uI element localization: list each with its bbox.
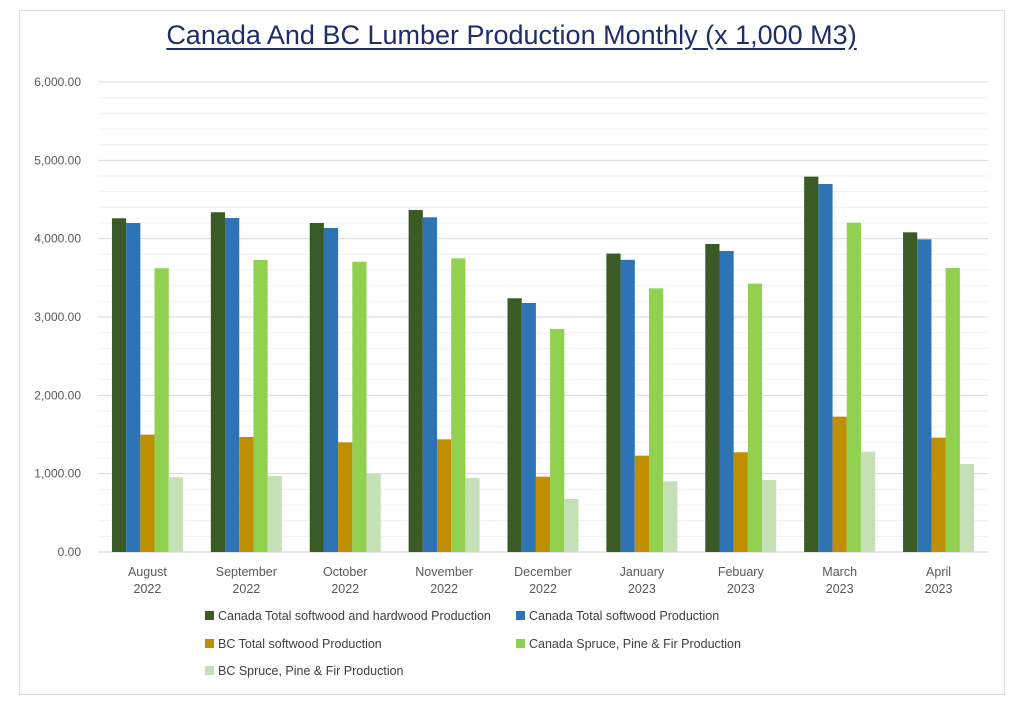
bar-1-january xyxy=(606,253,621,553)
bar-3-january xyxy=(634,455,649,552)
bar-5-november xyxy=(465,477,480,552)
chart-title: Canada And BC Lumber Production Monthly … xyxy=(166,20,857,50)
x-tick-label: 2023 xyxy=(628,582,656,596)
bar-5-febuary xyxy=(762,480,777,552)
bar-2-april xyxy=(917,239,932,552)
bar-2-febuary xyxy=(719,250,734,552)
y-tick-label: 6,000.00 xyxy=(34,75,81,89)
legend-label: Canada Total softwood Production xyxy=(529,609,719,623)
x-tick-label: August xyxy=(128,565,167,579)
x-tick-label: October xyxy=(323,565,367,579)
legend-swatch xyxy=(516,611,525,620)
bar-4-december xyxy=(550,328,565,552)
y-tick-label: 0.00 xyxy=(58,545,82,559)
bar-2-january xyxy=(620,259,635,552)
bar-4-october xyxy=(352,261,367,552)
x-tick-label: September xyxy=(216,565,277,579)
bar-5-january xyxy=(663,481,678,552)
y-tick-label: 1,000.00 xyxy=(34,467,81,481)
bar-3-october xyxy=(338,442,353,552)
x-tick-label: 2022 xyxy=(232,582,260,596)
bar-3-march xyxy=(832,416,847,552)
bar-3-febuary xyxy=(733,452,748,552)
legend-swatch xyxy=(205,611,214,620)
bar-3-november xyxy=(437,439,452,552)
bar-4-april xyxy=(945,267,960,552)
bar-4-november xyxy=(451,258,466,552)
bar-5-march xyxy=(860,451,876,552)
bar-4-febuary xyxy=(747,283,763,552)
x-tick-label: Febuary xyxy=(718,565,765,579)
bar-4-august xyxy=(154,268,169,552)
bar-2-august xyxy=(126,223,141,552)
y-tick-label: 5,000.00 xyxy=(34,153,81,167)
x-tick-label: November xyxy=(415,565,473,579)
bar-4-march xyxy=(846,222,861,553)
x-tick-label: January xyxy=(620,565,665,579)
y-tick-label: 4,000.00 xyxy=(34,232,81,246)
x-tick-label: 2022 xyxy=(134,582,162,596)
bar-1-september xyxy=(210,212,226,553)
bar-1-april xyxy=(903,232,918,553)
bar-5-august xyxy=(168,477,183,552)
bar-5-october xyxy=(366,473,381,552)
bar-3-august xyxy=(140,434,155,552)
bar-1-november xyxy=(408,209,423,552)
x-tick-label: March xyxy=(822,565,857,579)
bar-2-september xyxy=(225,217,240,552)
legend-label: BC Spruce, Pine & Fir Production xyxy=(218,664,404,678)
y-tick-label: 3,000.00 xyxy=(34,310,81,324)
bar-1-december xyxy=(507,298,522,552)
legend-swatch xyxy=(205,666,214,675)
bar-2-march xyxy=(818,183,833,553)
x-tick-label: 2023 xyxy=(727,582,755,596)
bar-2-december xyxy=(521,302,536,552)
bar-1-october xyxy=(309,223,324,552)
bar-3-december xyxy=(535,476,551,552)
x-tick-label: 2022 xyxy=(529,582,557,596)
bar-2-november xyxy=(422,217,438,552)
bar-1-febuary xyxy=(705,243,720,552)
x-tick-label: April xyxy=(926,565,951,579)
bar-1-august xyxy=(111,218,127,553)
bar-5-april xyxy=(959,463,975,552)
bar-4-september xyxy=(253,259,268,552)
legend-label: Canada Total softwood and hardwood Produ… xyxy=(218,609,491,623)
x-tick-label: 2022 xyxy=(331,582,359,596)
bar-5-december xyxy=(564,498,579,552)
x-tick-label: 2023 xyxy=(925,582,953,596)
bar-4-january xyxy=(648,288,664,552)
x-tick-label: 2022 xyxy=(430,582,458,596)
bar-3-september xyxy=(239,437,254,552)
bar-1-march xyxy=(804,176,819,553)
legend-swatch xyxy=(516,639,525,648)
legend-swatch xyxy=(205,639,214,648)
bar-2-october xyxy=(323,228,339,552)
bar-5-september xyxy=(267,476,282,552)
x-tick-label: December xyxy=(514,565,572,579)
bar-3-april xyxy=(931,437,946,552)
legend-label: Canada Spruce, Pine & Fir Production xyxy=(529,637,741,651)
y-tick-label: 2,000.00 xyxy=(34,388,81,402)
x-tick-label: 2023 xyxy=(826,582,854,596)
legend-label: BC Total softwood Production xyxy=(218,637,382,651)
